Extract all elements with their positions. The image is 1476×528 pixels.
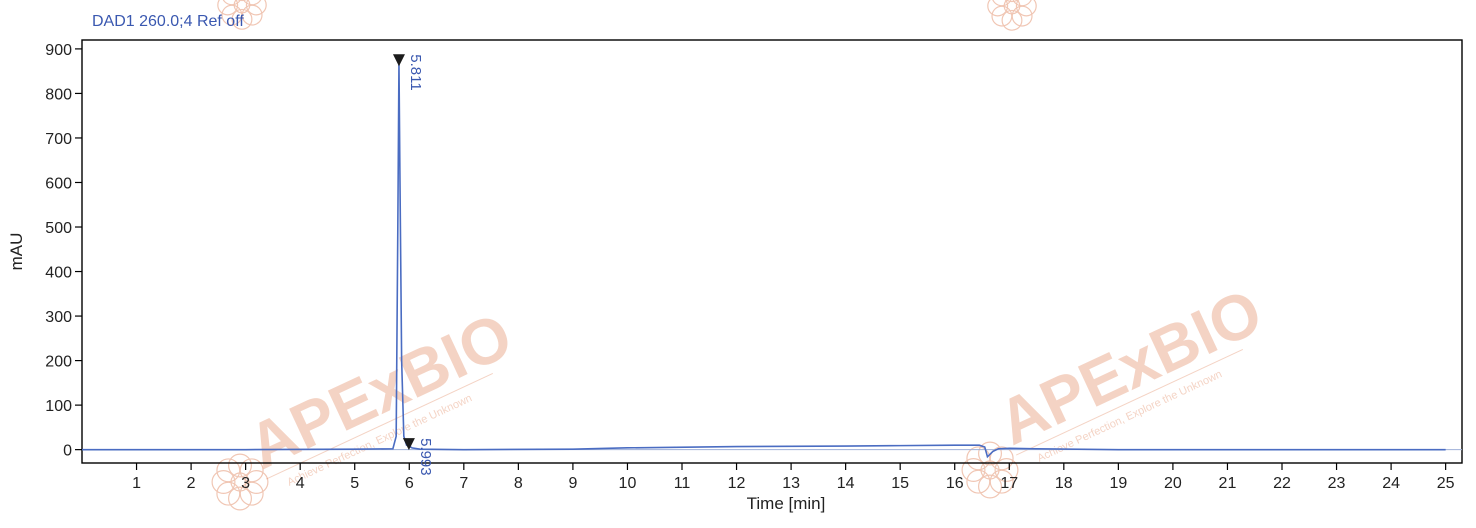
channel-label: DAD1 260.0;4 Ref off: [92, 13, 244, 30]
watermark-petal: [989, 469, 1014, 494]
watermark-petal: [989, 446, 1014, 471]
y-tick-label: 300: [45, 309, 72, 326]
y-axis-title: mAU: [7, 233, 26, 271]
watermark-rule: [1016, 348, 1244, 456]
y-tick-label: 700: [45, 131, 72, 148]
watermark-petal: [991, 5, 1013, 27]
x-tick-label: 20: [1164, 475, 1182, 492]
x-tick-label: 9: [568, 475, 577, 492]
watermark-petal: [239, 481, 264, 506]
watermark-flower-icon: [217, 0, 267, 30]
x-tick-label: 21: [1219, 475, 1237, 492]
peak-label: 5.993: [417, 438, 434, 476]
y-axis: 0 100 200 300 400 500 600 700 800 900: [45, 42, 82, 460]
y-tick-label: 500: [45, 220, 72, 237]
x-tick-label: 2: [187, 475, 196, 492]
watermark-petal: [244, 470, 269, 495]
watermark-petal: [237, 0, 247, 2]
y-tick-label: 0: [63, 443, 72, 460]
watermark-petal: [231, 8, 253, 30]
x-tick-label: 16: [946, 475, 964, 492]
watermark-flower-icon: [961, 441, 1019, 499]
watermark-petal: [1015, 0, 1037, 17]
watermark-center: [1003, 0, 1021, 15]
watermark-petal: [239, 458, 264, 483]
peak-markers: 5.811 5.993: [392, 54, 434, 476]
x-tick-label: 13: [782, 475, 800, 492]
watermark-petal: [992, 0, 1012, 7]
watermark-petal: [987, 0, 1009, 17]
x-tick-label: 25: [1437, 475, 1455, 492]
watermark-petal: [245, 0, 267, 16]
x-tick-label: 11: [674, 475, 691, 492]
peak-marker: [402, 438, 415, 451]
watermark-petal: [961, 458, 986, 483]
watermark-petal: [966, 446, 991, 471]
watermark-petal: [228, 486, 253, 511]
peak-marker: [392, 54, 405, 67]
plot-frame: [81, 39, 1463, 464]
x-tick-label: 1: [132, 475, 141, 492]
watermark-brand: APExBIO: [237, 299, 522, 483]
watermark-rule: [266, 372, 494, 480]
x-axis: 1 2 3 4 5 6 7 8 9 10 11 12 13 14 15 16 17 18 19 20 21 22 23 24 2…: [132, 463, 1455, 492]
x-tick-label: 12: [728, 475, 746, 492]
x-tick-label: 15: [891, 475, 909, 492]
watermark-petal: [217, 0, 239, 16]
watermark-petal: [241, 4, 263, 26]
x-axis-title: Time [min]: [747, 494, 826, 513]
watermark-petal: [966, 469, 991, 494]
watermark-flower-icon: [987, 0, 1037, 31]
x-tick-label: 3: [241, 475, 250, 492]
x-tick-label: 8: [514, 475, 523, 492]
y-tick-label: 100: [45, 398, 72, 415]
watermark-center: [233, 0, 251, 14]
x-tick-label: 18: [1055, 475, 1073, 492]
x-tick-label: 10: [619, 475, 637, 492]
y-tick-label: 400: [45, 265, 72, 282]
x-tick-label: 6: [405, 475, 414, 492]
watermark-center: [980, 460, 1000, 480]
x-tick-label: 23: [1328, 475, 1346, 492]
peak-label: 5.811: [407, 54, 424, 90]
watermark-petal: [221, 4, 243, 26]
x-tick-label: 7: [459, 475, 468, 492]
x-tick-label: 4: [296, 475, 305, 492]
y-tick-label: 900: [45, 42, 72, 59]
x-tick-label: 17: [1000, 475, 1018, 492]
y-tick-label: 200: [45, 354, 72, 371]
watermark-petal: [994, 458, 1019, 483]
watermark-petal: [977, 474, 1002, 499]
watermark-petal: [228, 453, 253, 478]
signal-trace: [82, 62, 1446, 459]
x-tick-label: 19: [1109, 475, 1127, 492]
y-tick-label: 800: [45, 86, 72, 103]
watermark-petal: [242, 0, 262, 6]
watermark-petal: [1012, 0, 1032, 7]
watermark-petal: [1001, 9, 1023, 31]
watermark-petal: [211, 470, 236, 495]
watermark-petal: [222, 0, 242, 6]
watermark-petal: [1005, 0, 1019, 3]
watermark-petal: [977, 441, 1002, 466]
watermark-petal: [216, 481, 241, 506]
x-tick-label: 22: [1273, 475, 1291, 492]
watermark-center: [230, 472, 250, 492]
x-tick-label: 5: [350, 475, 359, 492]
watermark-petal: [1011, 5, 1033, 27]
y-tick-label: 600: [45, 175, 72, 192]
watermark-petal: [216, 458, 241, 483]
x-tick-label: 14: [837, 475, 855, 492]
watermark-brand: APExBIO: [987, 275, 1272, 459]
x-tick-label: 24: [1382, 475, 1400, 492]
watermark-flower-icon: [211, 453, 269, 511]
